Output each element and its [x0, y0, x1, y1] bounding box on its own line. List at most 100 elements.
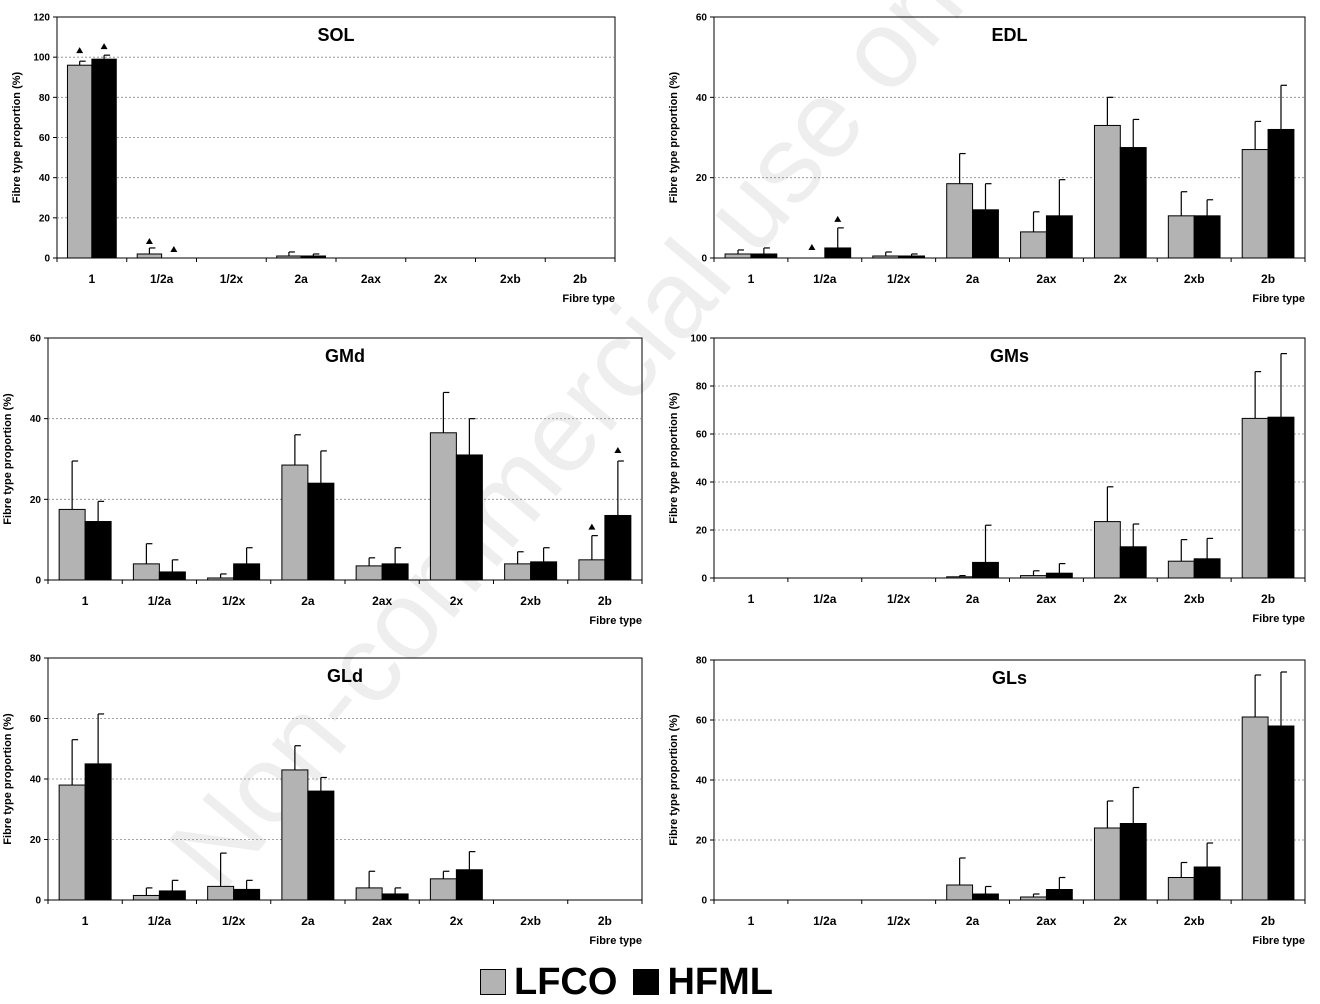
- x-category-label: 1/2x: [222, 914, 246, 928]
- chart-panel-gms: 0 20 40 60 80 100 1 1/2a 1/2x 2a 2ax 2x 2xb 2b GMs Fibr…: [668, 334, 1306, 625]
- bar-lfco: [136, 253, 163, 259]
- x-category-label: 2xb: [520, 914, 541, 928]
- panel-title: SOL: [317, 25, 354, 45]
- bar-hfml: [1267, 128, 1295, 259]
- bar-lfco: [1167, 877, 1195, 901]
- x-category-label: 2ax: [1036, 914, 1056, 928]
- x-category-label: 2x: [1114, 272, 1128, 286]
- x-category-label: 2a: [294, 272, 308, 286]
- bar-lfco: [578, 559, 606, 581]
- bar-hfml: [1267, 725, 1295, 901]
- bar-hfml: [972, 561, 999, 579]
- x-category-label: 2a: [966, 272, 980, 286]
- bar-lfco: [1093, 827, 1121, 901]
- x-category-label: 2ax: [1036, 272, 1056, 286]
- x-category-label: 2x: [450, 914, 464, 928]
- bar-lfco: [207, 577, 235, 581]
- x-category-label: 2b: [598, 914, 612, 928]
- legend-label-lfco: LFCO: [514, 960, 618, 1003]
- x-category-label: 2b: [573, 272, 587, 286]
- bar-hfml: [300, 255, 327, 259]
- x-category-label: 1: [748, 914, 755, 928]
- panel-title: EDL: [992, 25, 1028, 45]
- bar-lfco: [946, 576, 974, 579]
- legend-label-hfml: HFML: [667, 960, 773, 1003]
- bar-hfml: [233, 563, 261, 581]
- significance-marker: [76, 47, 84, 54]
- bar-lfco: [281, 769, 309, 901]
- y-tick-label: 20: [696, 173, 708, 184]
- y-tick-label: 20: [39, 213, 51, 224]
- significance-marker: [145, 237, 153, 244]
- chart-panel-gld: 0 20 40 60 80 1 1/2a 1/2x 2a 2ax 2x 2xb 2b GLd Fibre t…: [2, 654, 643, 947]
- bar-hfml: [750, 253, 778, 259]
- bar-hfml: [1045, 572, 1073, 579]
- bar-lfco: [1241, 716, 1269, 901]
- y-axis-label: Fibre type proportion (%): [668, 392, 680, 524]
- bar-hfml: [307, 482, 335, 581]
- y-tick-label: 60: [39, 133, 51, 144]
- bar-hfml: [972, 893, 999, 901]
- y-tick-label: 80: [696, 382, 708, 393]
- bar-hfml: [455, 454, 483, 581]
- bar-hfml: [1045, 215, 1073, 259]
- bar-hfml: [381, 563, 409, 581]
- bar-hfml: [1119, 823, 1147, 901]
- bar-hfml: [1045, 889, 1073, 901]
- chart-panel-gmd: 0 20 40 60 1 1/2a 1/2x 2a 2ax 2x 2xb 2b GMd Fibre typ…: [2, 334, 643, 627]
- y-tick-label: 100: [33, 53, 50, 64]
- bar-lfco: [1241, 149, 1269, 259]
- x-category-label: 1/2x: [887, 272, 911, 286]
- bar-hfml: [84, 521, 112, 581]
- bar-lfco: [1093, 521, 1121, 579]
- x-category-label: 2x: [1114, 592, 1128, 606]
- bar-lfco: [132, 894, 160, 901]
- x-category-label: 1: [82, 914, 89, 928]
- x-category-label: 2b: [1261, 272, 1275, 286]
- bar-lfco: [1020, 575, 1047, 579]
- x-category-label: 2ax: [372, 594, 392, 608]
- bar-lfco: [504, 563, 532, 581]
- bar-lfco: [724, 253, 752, 259]
- bar-lfco: [58, 784, 86, 901]
- y-tick-label: 60: [696, 430, 708, 441]
- x-category-label: 2a: [301, 914, 315, 928]
- bar-lfco: [1167, 560, 1195, 579]
- bar-lfco: [355, 565, 383, 581]
- y-tick-label: 60: [696, 13, 708, 24]
- y-tick-label: 40: [696, 93, 708, 104]
- y-tick-label: 80: [39, 93, 51, 104]
- x-category-label: 2xb: [520, 594, 541, 608]
- panel-title: GLd: [327, 666, 363, 686]
- bar-hfml: [604, 514, 632, 581]
- bar-lfco: [1241, 417, 1269, 579]
- plot-area: [56, 16, 616, 259]
- bar-hfml: [1193, 215, 1221, 259]
- x-category-label: 2b: [1261, 592, 1275, 606]
- bar-hfml: [381, 893, 409, 901]
- significance-marker: [614, 446, 622, 453]
- bar-hfml: [898, 255, 926, 259]
- chart-panel-sol: 0 20 40 60 80 100 120 1 1/2a 1/2x 2a 2ax 2x 2xb 2b SOL F…: [11, 13, 616, 305]
- bar-lfco: [946, 884, 974, 901]
- y-tick-label: 120: [33, 13, 50, 24]
- legend-item-hfml: HFML: [633, 961, 773, 1004]
- y-tick-label: 60: [30, 334, 42, 345]
- x-category-label: 1: [748, 592, 755, 606]
- legend: LFCO HFML: [480, 960, 789, 1004]
- bar-lfco: [281, 464, 309, 581]
- bar-lfco: [946, 183, 974, 259]
- x-category-label: 2a: [966, 914, 980, 928]
- x-category-label: 2x: [1114, 914, 1128, 928]
- x-axis-label: Fibre type: [562, 293, 615, 305]
- bar-hfml: [1267, 416, 1295, 579]
- x-category-label: 1/2a: [813, 592, 837, 606]
- y-axis-label: Fibre type proportion (%): [668, 714, 680, 846]
- chart-panel-edl: 0 20 40 60 1 1/2a 1/2x 2a 2ax 2x 2xb 2b EDL Fibre typ…: [668, 13, 1306, 305]
- y-tick-label: 60: [30, 714, 42, 725]
- bar-lfco: [429, 878, 457, 901]
- bar-hfml: [91, 58, 117, 259]
- y-tick-label: 40: [30, 775, 42, 786]
